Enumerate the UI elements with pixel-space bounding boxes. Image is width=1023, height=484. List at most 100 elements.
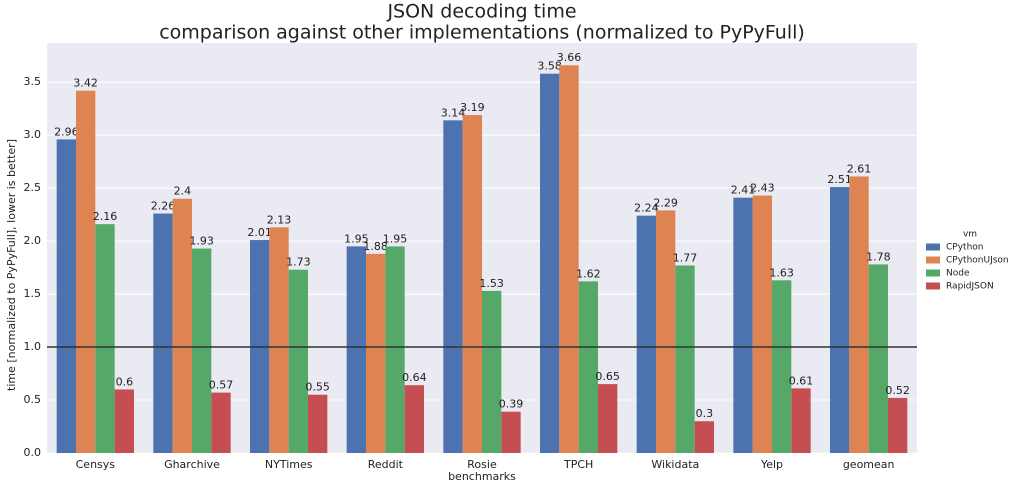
bar — [752, 195, 772, 453]
y-tick-label: 1.0 — [24, 340, 42, 353]
bar — [501, 411, 521, 453]
bar — [76, 90, 96, 454]
value-label: 1.78 — [866, 250, 891, 263]
x-tick-label: Reddit — [368, 458, 404, 471]
x-tick-label: TPCH — [563, 458, 593, 471]
x-tick-label: Gharchive — [164, 458, 220, 471]
value-label: 3.14 — [441, 106, 466, 119]
bar — [153, 213, 173, 453]
bar — [888, 397, 908, 453]
value-label: 2.96 — [54, 125, 79, 138]
bar — [675, 265, 695, 453]
bar — [114, 389, 134, 453]
value-label: 2.43 — [750, 182, 775, 195]
bar — [346, 246, 366, 453]
bar — [791, 388, 811, 453]
bar — [56, 139, 76, 453]
chart-subtitle: comparison against other implementations… — [159, 22, 805, 44]
value-label: 1.93 — [189, 235, 214, 248]
bar — [404, 385, 424, 453]
legend-label: CPythonUJson — [946, 256, 1009, 266]
bar — [288, 269, 308, 453]
x-tick-label: geomean — [843, 458, 895, 471]
legend-swatch — [926, 243, 940, 251]
x-tick-label: Wikidata — [651, 458, 699, 471]
bar — [656, 210, 676, 453]
bar — [578, 281, 598, 453]
bar — [598, 384, 618, 453]
value-label: 3.58 — [537, 60, 562, 73]
x-tick-label: NYTimes — [265, 458, 313, 471]
value-label: 1.95 — [383, 232, 408, 245]
bar — [443, 120, 463, 453]
legend-label: CPython — [946, 243, 983, 253]
value-label: 1.62 — [576, 267, 601, 280]
value-label: 2.61 — [847, 162, 872, 175]
bar — [385, 246, 405, 453]
y-tick-label: 0.5 — [24, 393, 42, 406]
value-label: 1.73 — [286, 256, 311, 269]
bar — [192, 248, 212, 453]
x-tick-label: Rosie — [467, 458, 497, 471]
value-label: 0.52 — [885, 384, 910, 397]
value-label: 2.26 — [151, 200, 176, 213]
bar — [540, 73, 560, 453]
value-label: 2.16 — [93, 210, 118, 223]
bar — [733, 197, 753, 453]
legend-swatch — [926, 256, 940, 264]
value-label: 3.42 — [73, 77, 98, 90]
value-label: 2.29 — [653, 196, 678, 209]
y-tick-label: 1.5 — [24, 287, 42, 300]
y-tick-label: 2.0 — [24, 234, 42, 247]
y-tick-label: 3.5 — [24, 75, 42, 88]
bar — [308, 394, 328, 453]
value-label: 2.4 — [174, 185, 192, 198]
value-label: 0.65 — [595, 370, 620, 383]
bar — [269, 227, 289, 453]
bar — [559, 65, 579, 454]
value-label: 0.64 — [402, 371, 427, 384]
value-label: 1.95 — [344, 232, 369, 245]
y-tick-label: 0.0 — [24, 446, 42, 459]
bar — [694, 421, 714, 453]
x-axis-label: benchmarks — [448, 470, 516, 483]
legend-label: Node — [946, 269, 970, 279]
value-label: 3.66 — [557, 51, 582, 64]
value-label: 0.55 — [305, 381, 330, 394]
legend-label: RapidJSON — [946, 282, 994, 292]
value-label: 0.6 — [116, 375, 134, 388]
legend-swatch — [926, 269, 940, 277]
value-label: 0.3 — [696, 407, 714, 420]
value-label: 1.63 — [769, 266, 794, 279]
x-tick-label: Censys — [76, 458, 116, 471]
chart-title: JSON decoding time — [386, 1, 576, 23]
value-label: 3.19 — [460, 101, 485, 114]
value-label: 1.53 — [479, 277, 504, 290]
bar — [95, 224, 115, 453]
value-label: 2.01 — [247, 226, 272, 239]
value-label: 2.13 — [267, 213, 292, 226]
value-label: 0.39 — [499, 398, 524, 411]
value-label: 0.61 — [789, 374, 814, 387]
value-label: 2.41 — [731, 184, 756, 197]
value-label: 2.51 — [827, 173, 852, 186]
y-tick-label: 2.5 — [24, 181, 42, 194]
bar — [462, 115, 482, 453]
bar — [868, 264, 888, 453]
bar — [211, 392, 231, 453]
value-label: 1.88 — [363, 240, 388, 253]
x-tick-label: Yelp — [760, 458, 783, 471]
bar — [830, 187, 850, 453]
value-label: 0.57 — [209, 379, 234, 392]
bar — [366, 253, 386, 453]
y-axis-label: time [normalized to PyPyFull], lower is … — [5, 139, 18, 391]
bar — [636, 215, 656, 453]
bar — [172, 198, 192, 453]
value-label: 1.77 — [673, 251, 698, 264]
legend-swatch — [926, 282, 940, 290]
legend-title: vm — [963, 230, 977, 240]
value-label: 2.24 — [634, 202, 659, 215]
bar — [482, 290, 502, 453]
y-tick-label: 3.0 — [24, 128, 42, 141]
